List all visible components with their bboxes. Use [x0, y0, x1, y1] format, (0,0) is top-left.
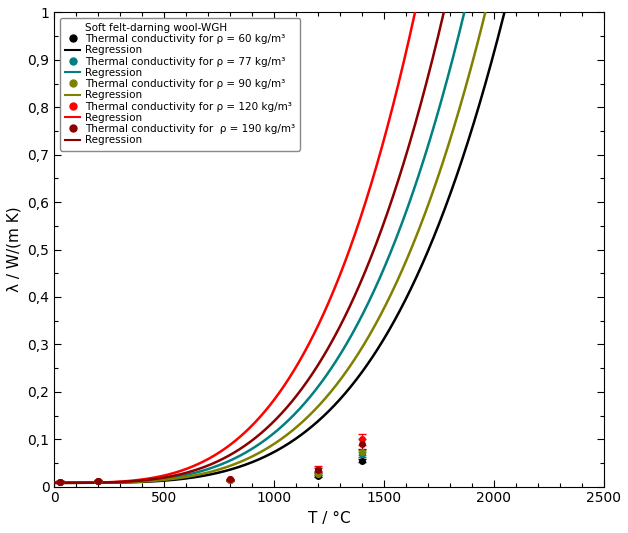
X-axis label: T / °C: T / °C [308, 511, 350, 526]
Legend: Soft felt-darning wool-WGH, Thermal conductivity for ρ = 60 kg/m³, Regression, T: Soft felt-darning wool-WGH, Thermal cond… [60, 18, 300, 150]
Y-axis label: λ / W/(m K): λ / W/(m K) [7, 207, 22, 293]
